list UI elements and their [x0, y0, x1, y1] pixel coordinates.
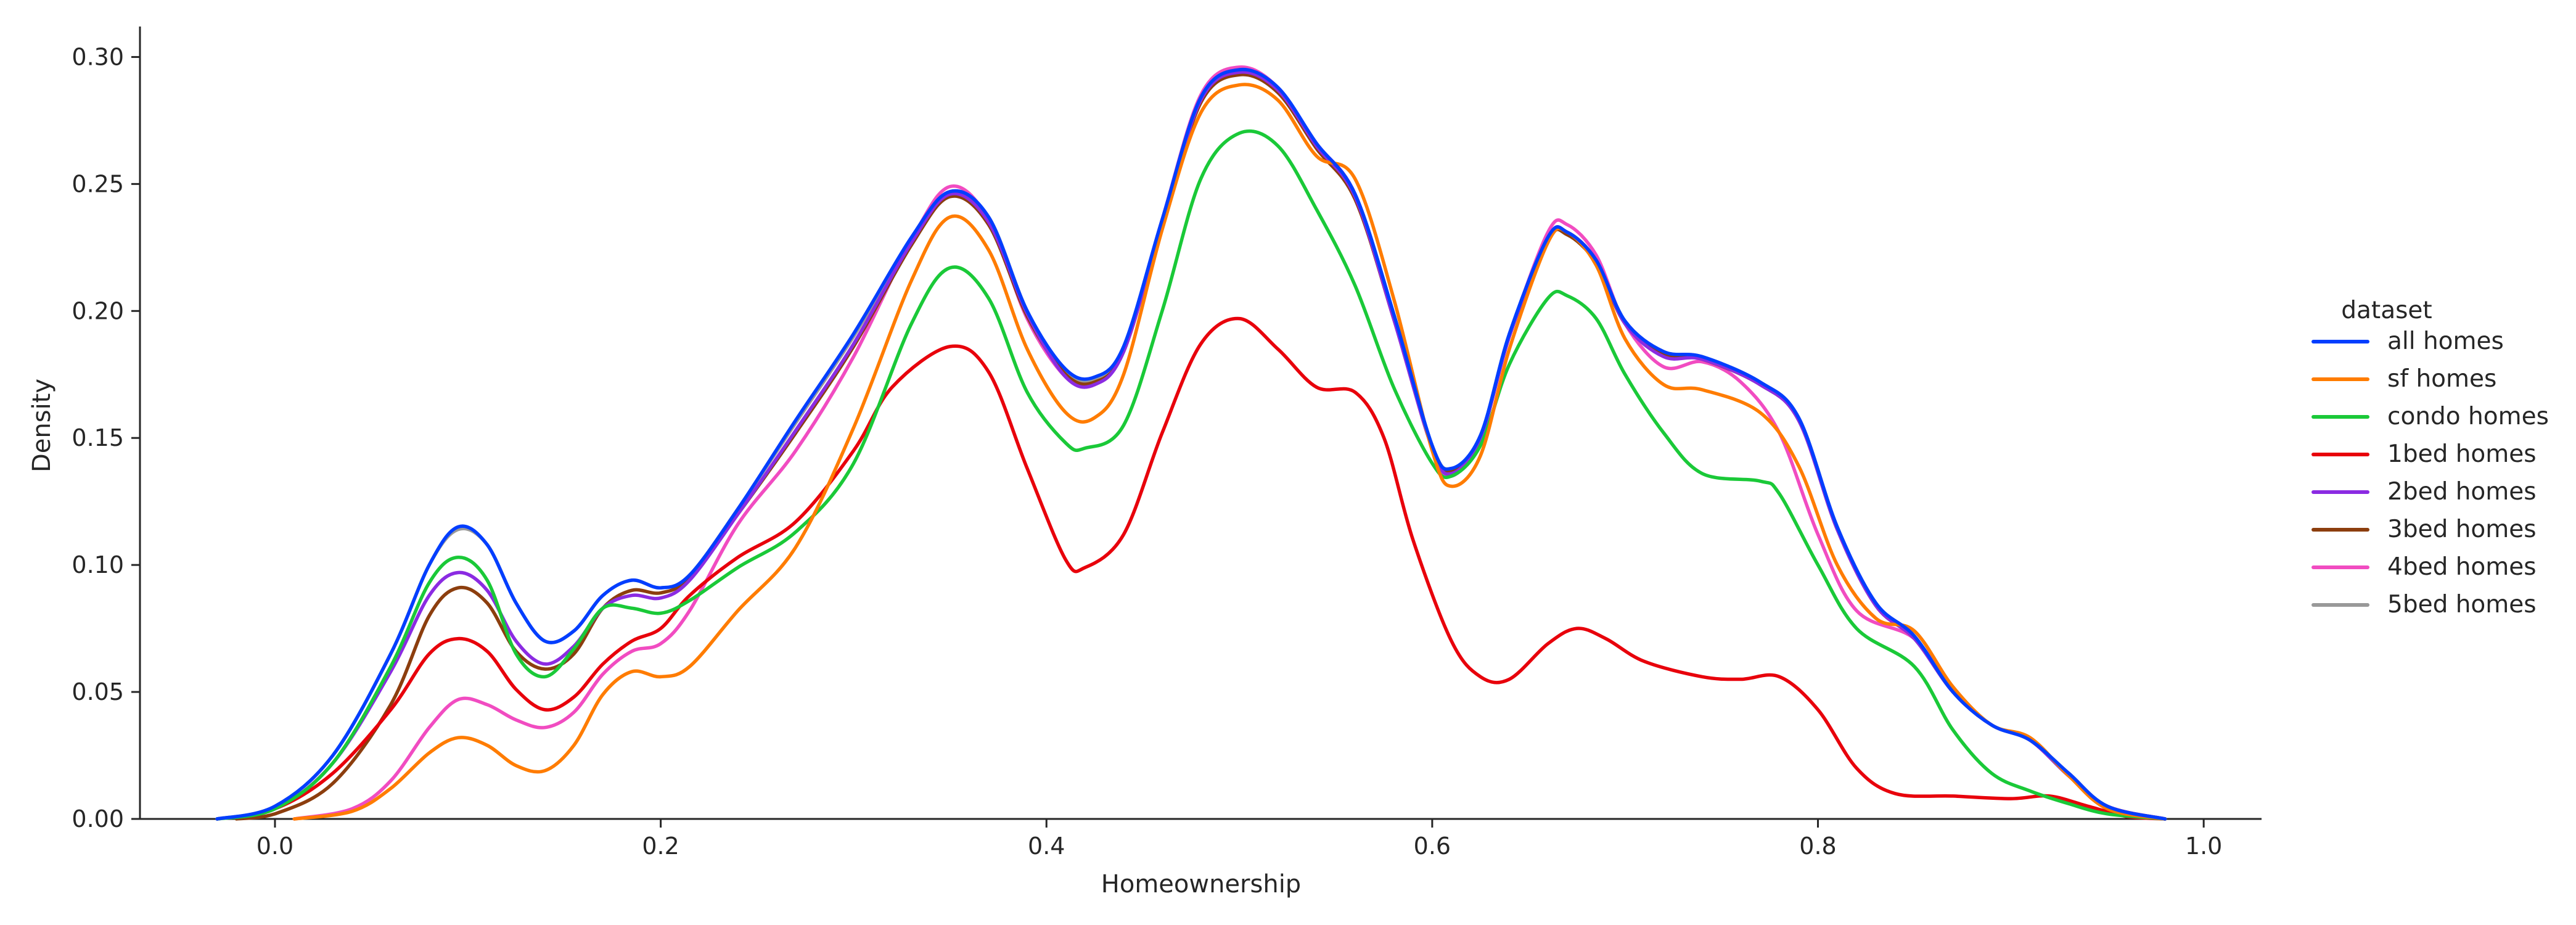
- series-line-3bed-homes: [234, 73, 2167, 821]
- x-tick-label: 0.0: [256, 832, 293, 860]
- series-line-2bed-homes: [215, 70, 2167, 821]
- legend-label: 2bed homes: [2387, 478, 2537, 506]
- y-tick-label: 0.00: [72, 805, 124, 832]
- legend-label: 4bed homes: [2387, 553, 2537, 581]
- legend-items: all homes sf homes condo homes 1bed homes 2b…: [2311, 327, 2549, 619]
- x-axis-label: Homeownership: [1101, 870, 1301, 898]
- x-tick-label: 0.4: [1028, 832, 1065, 860]
- axes: 0.0 0.2 0.4 0.6 0.8 1.0 0.000.050.100.150.200…: [28, 27, 2262, 898]
- y-tick-label: 0.30: [72, 43, 124, 70]
- series-line-1bed-homes: [215, 316, 2167, 821]
- x-ticks: 0.0 0.2 0.4 0.6 0.8 1.0: [256, 819, 2222, 860]
- series-line-condo-homes: [215, 129, 2167, 821]
- x-tick-label: 0.6: [1414, 832, 1451, 860]
- y-tick-label: 0.10: [72, 551, 124, 578]
- legend-label: 3bed homes: [2387, 516, 2537, 543]
- y-axis-label: Density: [28, 379, 56, 472]
- y-tick-label: 0.05: [72, 678, 124, 705]
- legend-label: 1bed homes: [2387, 440, 2537, 468]
- legend-label: condo homes: [2387, 403, 2549, 430]
- legend: dataset all homes sf homes condo homes 1bed…: [2311, 297, 2549, 619]
- x-tick-label: 0.2: [642, 832, 679, 860]
- series-line-sf-homes: [292, 83, 2167, 821]
- series-line-5bed-homes: [215, 70, 2167, 821]
- series-line-4bed-homes: [292, 65, 2167, 821]
- y-ticks: 0.00 0.05 0.10 0.15 0.20 0.25 0.30: [72, 43, 140, 832]
- legend-label: 5bed homes: [2387, 591, 2537, 619]
- legend-title: dataset: [2341, 297, 2432, 324]
- series-line-all-homes: [215, 67, 2167, 821]
- legend-label: sf homes: [2387, 365, 2496, 393]
- legend-label: all homes: [2387, 327, 2504, 355]
- y-tick-label: 0.25: [72, 170, 124, 197]
- plot-lines: [215, 65, 2167, 821]
- y-tick-label: 0.20: [72, 297, 124, 324]
- x-tick-label: 1.0: [2185, 832, 2222, 860]
- x-tick-label: 0.8: [1799, 832, 1836, 860]
- y-tick-label: 0.15: [72, 424, 124, 451]
